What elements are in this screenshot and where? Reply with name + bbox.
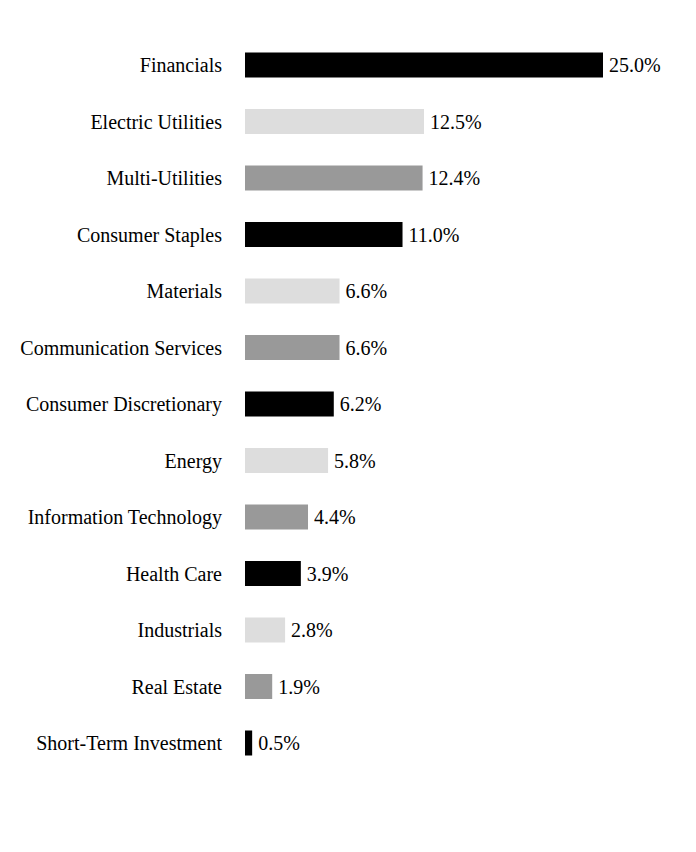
category-label: Health Care	[126, 563, 222, 585]
data-label: 0.5%	[258, 732, 300, 754]
category-label: Multi-Utilities	[106, 167, 222, 189]
data-label: 12.4%	[429, 167, 481, 189]
bars	[245, 53, 603, 756]
category-label: Industrials	[138, 619, 223, 641]
bar	[245, 109, 424, 134]
bar	[245, 166, 423, 191]
category-label: Short-Term Investment	[36, 732, 222, 754]
data-label: 4.4%	[314, 506, 356, 528]
labels: Financials 25.0% Electric Utilities 12.5% Mu…	[20, 54, 660, 754]
data-label: 1.9%	[278, 676, 320, 698]
category-label: Consumer Discretionary	[26, 393, 222, 416]
bar	[245, 505, 308, 530]
data-label: 6.2%	[340, 393, 382, 415]
bar	[245, 335, 340, 360]
chart: Financials 25.0% Electric Utilities 12.5% Mu…	[0, 0, 696, 852]
bar	[245, 618, 285, 643]
data-label: 25.0%	[609, 54, 661, 76]
data-label: 6.6%	[346, 280, 388, 302]
bar	[245, 222, 403, 247]
data-label: 3.9%	[307, 563, 349, 585]
category-label: Real Estate	[131, 676, 222, 698]
bar	[245, 392, 334, 417]
bar	[245, 731, 252, 756]
data-label: 6.6%	[346, 337, 388, 359]
data-label: 12.5%	[430, 111, 482, 133]
data-label: 2.8%	[291, 619, 333, 641]
category-label: Financials	[140, 54, 222, 76]
category-label: Communication Services	[20, 337, 222, 359]
category-label: Materials	[146, 280, 222, 302]
bar	[245, 448, 328, 473]
data-label: 5.8%	[334, 450, 376, 472]
category-label: Electric Utilities	[90, 111, 222, 133]
bar	[245, 561, 301, 586]
category-label: Information Technology	[28, 506, 222, 529]
bar	[245, 674, 272, 699]
category-label: Energy	[165, 450, 222, 473]
bar	[245, 53, 603, 78]
category-label: Consumer Staples	[77, 224, 222, 247]
bar	[245, 279, 340, 304]
data-label: 11.0%	[409, 224, 460, 246]
